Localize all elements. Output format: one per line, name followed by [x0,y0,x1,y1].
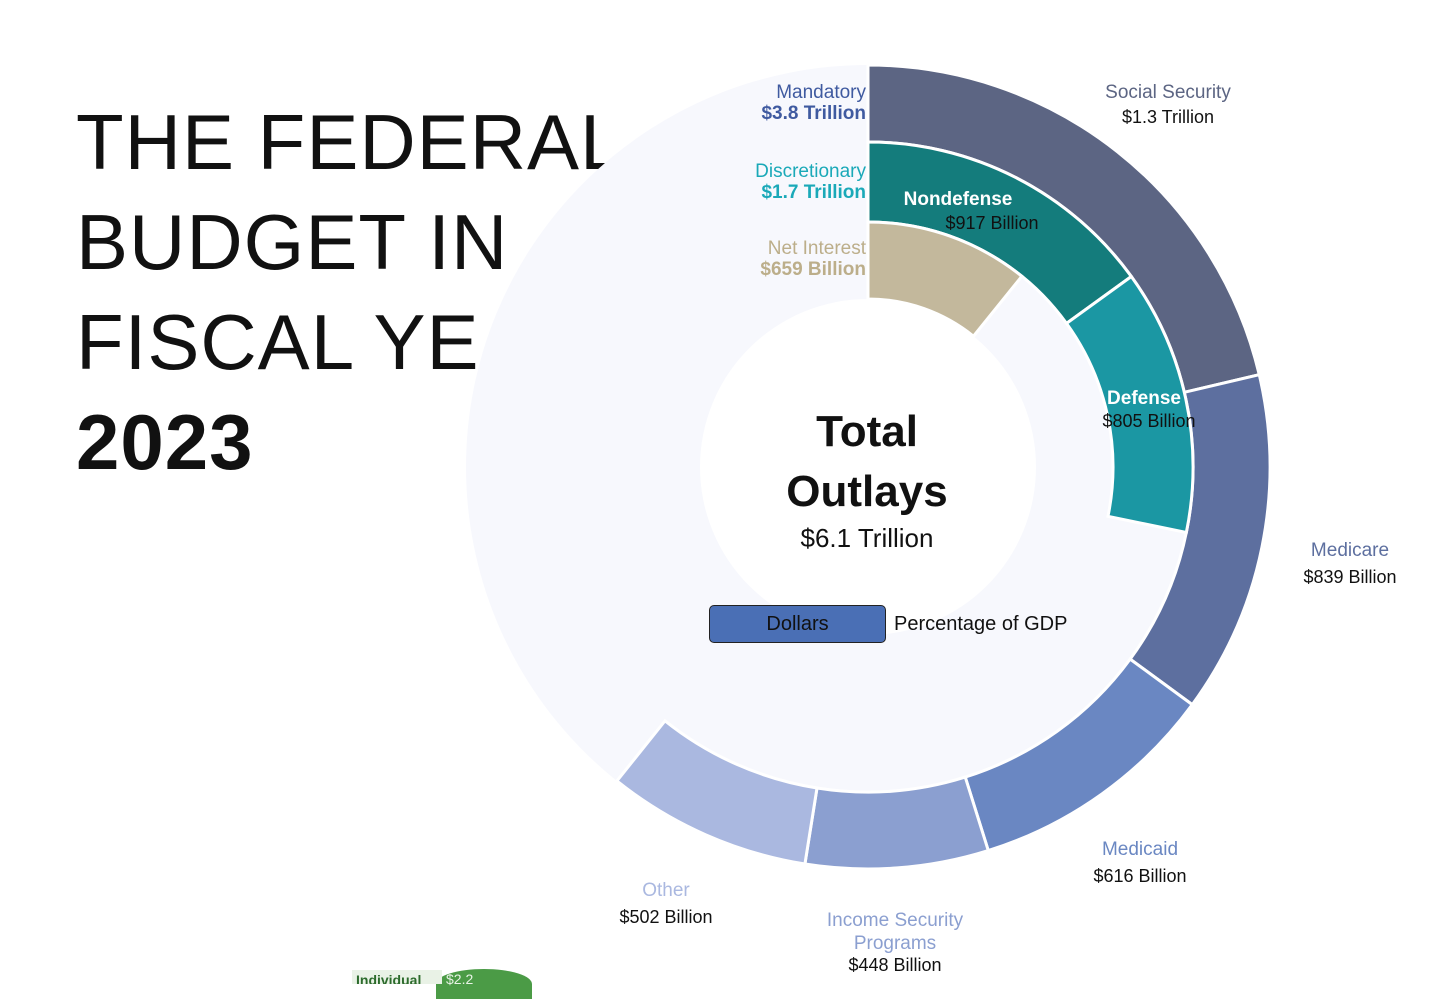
label-other: Other [642,880,690,901]
value-income-security-programs: $448 Billion [848,955,941,975]
label-income-security-programs-line1: Income Security [827,910,964,931]
outer-slice-other[interactable] [614,718,819,866]
center-title-total: Total [816,407,918,456]
revenue-chart-peek-label: Individual [352,970,442,984]
dollars-toggle-button[interactable]: Dollars [709,605,886,643]
label-defense: Defense [1107,388,1181,409]
value-nondefense: $917 Billion [945,213,1038,233]
inner-slice-net-interest[interactable] [866,220,1024,339]
value-medicare: $839 Billion [1303,567,1396,587]
group-value-mandatory: $3.8 Trillion [761,103,866,124]
center-label: Total Outlays $6.1 Trillion [717,402,1017,554]
label-medicare: Medicare [1311,540,1389,561]
revenue-peek-value: $2.2 [446,971,474,987]
donut-center [700,299,1036,635]
group-label-net-interest: Net Interest [768,238,867,259]
group-value-discretionary: $1.7 Trillion [761,182,866,203]
group-label-mandatory: Mandatory [776,82,866,103]
title-line-1: THE FEDERAL [76,98,625,186]
outer-slice-income-security-programs[interactable] [803,775,991,871]
unit-toggle: Dollars Percentage of GDP [709,605,1067,643]
title-line-2: BUDGET IN [76,198,509,286]
value-other: $502 Billion [619,907,712,927]
revenue-peek-label: Individual [356,972,422,984]
title-year: 2023 [76,398,254,486]
label-nondefense: Nondefense [904,189,1013,210]
value-defense: $805 Billion [1102,411,1195,431]
center-title-outlays: Outlays [786,467,948,516]
value-medicaid: $616 Billion [1093,866,1186,886]
value-social-security: $1.3 Trillion [1122,107,1214,127]
center-amount: $6.1 Trillion [800,523,934,553]
inner-slice-defense[interactable] [1064,274,1195,535]
label-social-security: Social Security [1105,82,1231,103]
percentage-gdp-toggle-button[interactable]: Percentage of GDP [894,612,1068,635]
group-value-net-interest: $659 Billion [760,259,866,280]
revenue-chart-peek-arc: $2.2 [436,969,532,999]
label-income-security-programs-line2: Programs [854,933,936,954]
group-label-discretionary: Discretionary [755,161,866,182]
label-medicaid: Medicaid [1102,839,1178,860]
